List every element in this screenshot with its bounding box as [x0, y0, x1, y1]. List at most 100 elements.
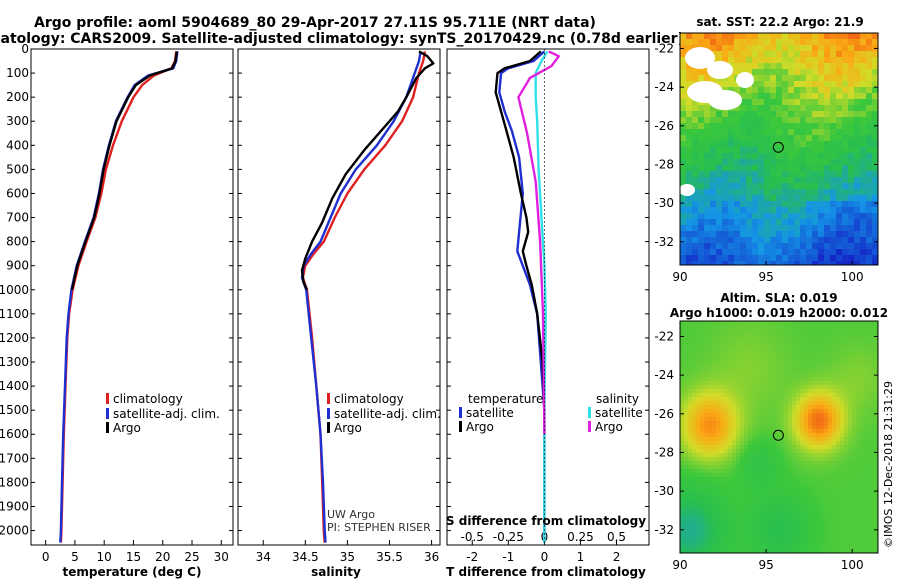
map-cell [688, 369, 693, 374]
map-cell [692, 509, 697, 514]
map-cell [852, 381, 857, 386]
map-cell [748, 329, 753, 334]
map-cell [876, 413, 879, 418]
lat-tick-label: -22 [654, 329, 674, 343]
map-cell [760, 353, 765, 358]
map-cell [776, 165, 783, 172]
map-cell [792, 477, 797, 482]
map-cell [680, 129, 687, 136]
map-cell [812, 489, 817, 494]
map-cell [852, 537, 857, 542]
map-cell [812, 481, 817, 486]
map-cell [768, 513, 773, 518]
map-cell [728, 493, 733, 498]
map-cell [692, 505, 697, 510]
map-cell [868, 529, 873, 534]
map-cell [842, 63, 849, 70]
map-cell [836, 325, 841, 330]
map-cell [752, 401, 757, 406]
map-cell [716, 201, 723, 208]
map-cell [758, 81, 765, 88]
map-cell [724, 469, 729, 474]
map-cell [688, 333, 693, 338]
map-cell [700, 365, 705, 370]
map-cell [806, 219, 813, 226]
map-cell [796, 417, 801, 422]
map-cell [824, 545, 829, 550]
map-cell [716, 213, 723, 220]
map-cell [760, 369, 765, 374]
map-cell [746, 93, 753, 100]
map-cell [686, 207, 693, 214]
map-cell [724, 513, 729, 518]
map-cell [780, 501, 785, 506]
map-cell [820, 489, 825, 494]
map-cell [780, 381, 785, 386]
map-cell [740, 225, 747, 232]
map-cell [720, 405, 725, 410]
map-cell [680, 171, 687, 178]
map-cell [796, 353, 801, 358]
map-cell [680, 337, 685, 342]
map-cell [860, 525, 865, 530]
map-cell [788, 153, 795, 160]
map-cell [722, 123, 729, 130]
map-cell [740, 189, 747, 196]
map-cell [782, 153, 789, 160]
map-cell [728, 525, 733, 530]
map-cell [804, 329, 809, 334]
map-cell [764, 153, 771, 160]
map-cell [866, 81, 873, 88]
map-cell [848, 129, 855, 136]
map-cell [820, 365, 825, 370]
map-cell [820, 389, 825, 394]
map-cell [752, 329, 757, 334]
map-cell [876, 321, 879, 326]
map-cell [700, 509, 705, 514]
map-cell [680, 413, 685, 418]
map-cell [700, 413, 705, 418]
map-cell [844, 397, 849, 402]
map-cell [840, 545, 845, 550]
map-cell [824, 401, 829, 406]
map-cell [764, 433, 769, 438]
map-cell [770, 189, 777, 196]
map-cell [772, 405, 777, 410]
map-cell [854, 189, 861, 196]
map-cell [788, 111, 795, 118]
map-cell [744, 485, 749, 490]
map-cell [734, 147, 741, 154]
map-cell [712, 505, 717, 510]
map-cell [760, 537, 765, 542]
map-cell [760, 361, 765, 366]
map-cell [684, 541, 689, 546]
map-cell [764, 385, 769, 390]
map-cell [768, 481, 773, 486]
map-cell [760, 377, 765, 382]
map-cell [812, 225, 819, 232]
map-cell [688, 449, 693, 454]
map-cell [768, 321, 773, 326]
map-cell [818, 87, 825, 94]
map-cell [734, 243, 741, 250]
map-cell [756, 409, 761, 414]
map-cell [856, 453, 861, 458]
map-cell [876, 385, 879, 390]
map-cell [692, 445, 697, 450]
map-cell [720, 449, 725, 454]
map-cell [876, 441, 879, 446]
map-cell [784, 481, 789, 486]
map-cell [736, 357, 741, 362]
map-cell [794, 225, 801, 232]
map-cell [818, 225, 825, 232]
map-cell [844, 401, 849, 406]
map-cell [732, 437, 737, 442]
map-cell [844, 405, 849, 410]
map-cell [680, 57, 687, 64]
map-cell [788, 333, 793, 338]
map-cell [708, 477, 713, 482]
map-cell [740, 249, 747, 256]
map-cell [686, 147, 693, 154]
map-cell [816, 337, 821, 342]
